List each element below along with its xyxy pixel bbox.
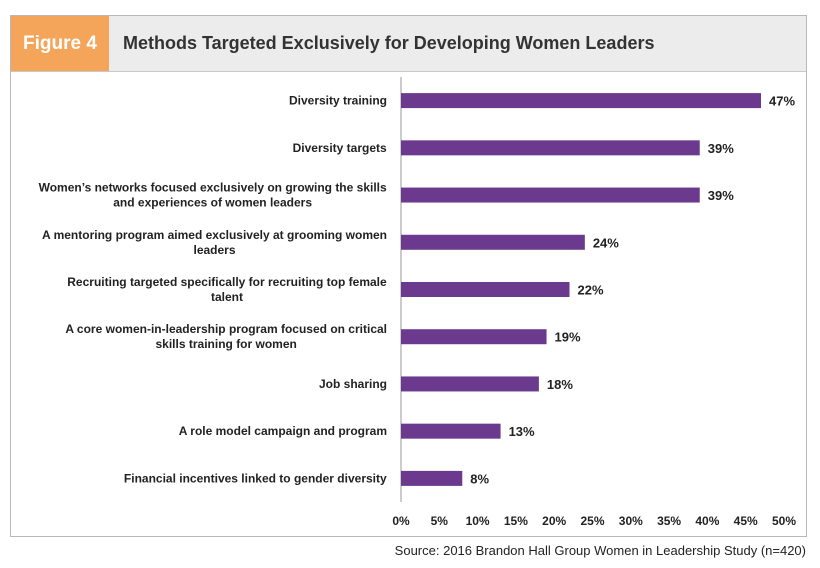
figure-label: Figure 4 xyxy=(11,16,109,71)
value-label-1: 39% xyxy=(708,141,734,156)
value-label-6: 18% xyxy=(547,377,573,392)
bar-1 xyxy=(401,140,700,156)
bar-2 xyxy=(401,187,700,203)
x-tick-label-7: 35% xyxy=(657,514,681,528)
source-note: Source: 2016 Brandon Hall Group Women in… xyxy=(394,543,806,558)
category-label-4: Recruiting targeted specifically for rec… xyxy=(67,275,387,304)
x-tick-label-8: 40% xyxy=(695,514,719,528)
x-tick-label-10: 50% xyxy=(772,514,796,528)
category-label-8: Financial incentives linked to gender di… xyxy=(124,471,387,485)
category-label-1: Diversity targets xyxy=(293,141,387,155)
category-label-5: A core women-in-leadership program focus… xyxy=(65,322,387,351)
category-label-7: A role model campaign and program xyxy=(179,424,387,438)
value-label-3: 24% xyxy=(593,235,619,250)
bar-4 xyxy=(401,282,570,297)
value-label-2: 39% xyxy=(708,188,734,203)
header-bar: Figure 4 Methods Targeted Exclusively fo… xyxy=(11,16,806,72)
category-label-3: A mentoring program aimed exclusively at… xyxy=(42,228,387,257)
x-tick-label-5: 25% xyxy=(580,514,604,528)
chart-title: Methods Targeted Exclusively for Develop… xyxy=(123,33,655,53)
x-tick-label-4: 20% xyxy=(542,514,566,528)
value-label-7: 13% xyxy=(509,424,535,439)
category-label-2: Women’s networks focused exclusively on … xyxy=(39,181,387,210)
bar-6 xyxy=(401,376,539,392)
bar-8 xyxy=(401,470,463,486)
value-label-4: 22% xyxy=(578,283,604,298)
x-tick-label-9: 45% xyxy=(734,514,758,528)
x-tick-label-6: 30% xyxy=(619,514,643,528)
value-label-0: 47% xyxy=(769,94,795,109)
category-label-0: Diversity training xyxy=(289,94,387,108)
x-tick-label-2: 10% xyxy=(466,514,490,528)
bar-5 xyxy=(401,329,547,345)
x-tick-label-0: 0% xyxy=(392,514,410,528)
x-tick-label-1: 5% xyxy=(431,514,449,528)
bar-7 xyxy=(401,423,501,439)
bar-0 xyxy=(401,93,762,109)
bar-3 xyxy=(401,234,585,250)
value-label-8: 8% xyxy=(470,471,489,486)
x-tick-label-3: 15% xyxy=(504,514,528,528)
category-label-6: Job sharing xyxy=(319,377,387,391)
value-label-5: 19% xyxy=(555,330,581,345)
